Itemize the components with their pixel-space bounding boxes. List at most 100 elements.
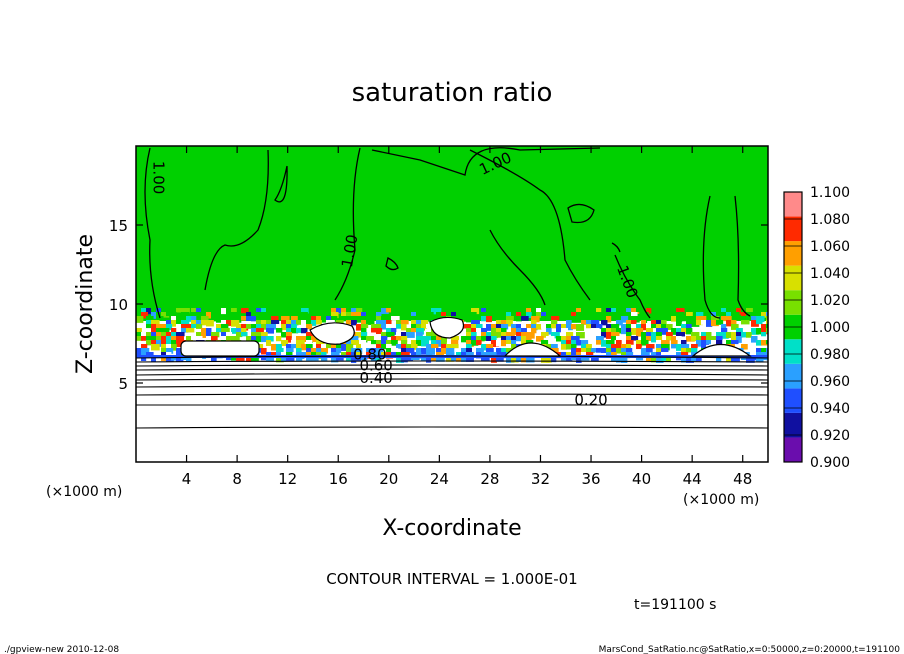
cloud-cell <box>426 352 433 358</box>
cloud-cell <box>436 340 443 347</box>
cloud-cell <box>136 316 144 323</box>
cloud-cell <box>376 324 384 329</box>
cloud-cell <box>451 356 457 361</box>
cloud-cell <box>201 312 208 319</box>
cloud-cell <box>146 324 154 329</box>
cloud-cell <box>346 344 354 350</box>
cloud-cell <box>531 308 538 315</box>
cloud-cell <box>346 312 355 319</box>
cloud-cell <box>661 324 668 331</box>
cloud-cell <box>416 336 423 341</box>
cloud-cell <box>681 324 687 330</box>
cloud-cell <box>491 312 499 318</box>
cloud-cell <box>331 356 339 363</box>
cloud-cell <box>226 336 234 343</box>
cloud-cell <box>616 308 622 313</box>
cloud-cell <box>656 328 662 334</box>
x-tick-label: 40 <box>632 470 651 488</box>
cloud-cell <box>446 356 454 362</box>
cloud-cell <box>316 312 324 319</box>
cloud-cell <box>381 316 387 323</box>
cloud-cell <box>761 332 767 337</box>
cloud-cell <box>711 320 719 327</box>
contour-line <box>136 403 768 406</box>
contour-line <box>136 364 768 367</box>
cloud-cell <box>461 348 469 353</box>
cloud-cell <box>711 316 719 321</box>
cloud-cell <box>716 340 723 345</box>
cloud-cell <box>686 316 694 322</box>
cloud-cell <box>621 348 630 353</box>
cloud-cell <box>211 332 220 338</box>
cloud-cell <box>381 324 388 330</box>
cloud-cell <box>271 344 280 351</box>
cloud-cell <box>241 332 248 337</box>
cloud-cell <box>666 356 672 362</box>
cloud-cell <box>631 324 638 329</box>
cloud-cell <box>171 316 179 322</box>
cloud-cell <box>251 356 259 362</box>
cloud-cell <box>216 328 225 333</box>
cloud-cell <box>636 332 644 337</box>
cloud-cell <box>256 312 263 318</box>
cloud-cell <box>256 320 264 326</box>
cloud-cell <box>261 324 269 330</box>
cloud-cell <box>566 324 573 331</box>
cloud-cell <box>716 336 723 341</box>
cloud-cell <box>391 316 400 321</box>
cloud-cell <box>281 356 287 362</box>
cloud-cell <box>261 316 267 321</box>
cloud-cell <box>211 316 220 322</box>
cloud-cell <box>766 316 768 321</box>
cloud-cell <box>226 312 235 318</box>
cloud-cell <box>751 316 760 322</box>
cloud-cell <box>166 356 174 362</box>
cloud-cell <box>481 328 488 333</box>
cloud-cell <box>371 356 379 361</box>
cloud-cell <box>661 320 667 326</box>
cloud-cell <box>336 320 344 325</box>
cloud-cell <box>206 328 212 335</box>
cloud-cell <box>681 344 690 349</box>
cloud-cell <box>556 324 564 329</box>
cloud-cell <box>246 356 252 362</box>
cloud-cell <box>151 356 159 362</box>
cloud-cell <box>501 340 507 347</box>
cloud-cell <box>736 336 742 343</box>
cloud-cell <box>306 352 312 357</box>
cloud-cell <box>531 324 538 331</box>
cloud-cell <box>246 324 254 329</box>
contour-line <box>734 195 751 317</box>
cloud-cell <box>411 340 418 345</box>
cloud-cell <box>196 324 203 329</box>
colorbar-label: 0.940 <box>810 401 850 417</box>
cloud-cell <box>701 340 709 345</box>
cloud-cell <box>221 324 229 331</box>
cloud-cell <box>221 320 230 325</box>
cloud-cell <box>341 316 350 322</box>
contour-line <box>136 426 768 429</box>
cloud-cell <box>701 308 710 314</box>
cloud-cell <box>646 328 653 334</box>
cloud-cell <box>556 328 564 333</box>
cloud-cell <box>266 312 273 317</box>
cloud-cell <box>496 328 502 335</box>
cloud-cell <box>216 316 224 323</box>
cloud-cell <box>296 308 302 313</box>
cloud-cell <box>561 344 567 350</box>
cloud-cell <box>631 312 638 317</box>
cloud-cell <box>386 328 392 335</box>
cloud-cell <box>571 340 578 346</box>
cloud-cell <box>351 308 359 314</box>
x-axis: 4 8 12 16 20 24 28 32 36 40 44 48 <box>182 146 752 488</box>
cloud-cell <box>631 320 637 326</box>
cloud-cell <box>721 328 728 334</box>
cloud-cell <box>491 308 499 315</box>
cloud-cell <box>696 356 702 362</box>
cloud-cell <box>616 344 624 350</box>
cloud-blobs <box>180 316 752 357</box>
cloud-cell <box>451 312 460 319</box>
cloud-cell <box>226 332 233 339</box>
cloud-cell <box>466 328 472 334</box>
cloud-cell <box>236 324 245 331</box>
